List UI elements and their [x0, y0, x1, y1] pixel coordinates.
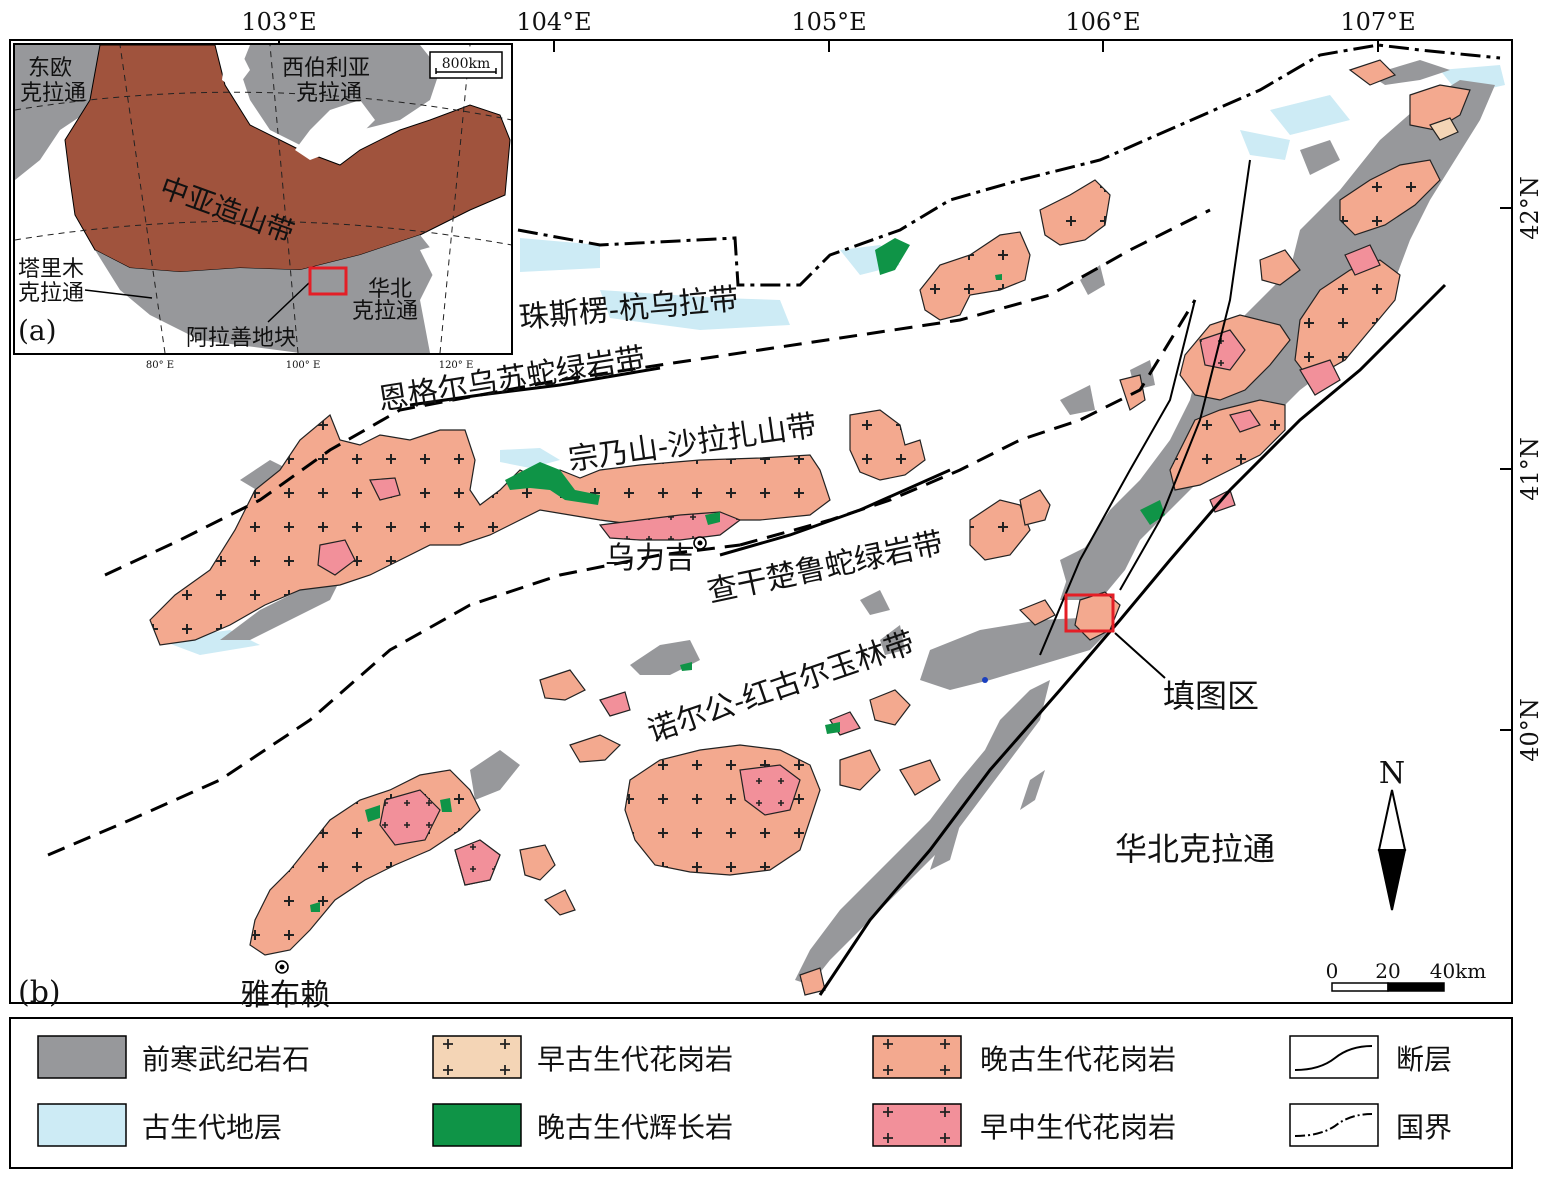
inset-label-siberia-1: 西伯利亚 — [282, 56, 370, 81]
legend-swatch-fault — [1289, 1035, 1379, 1079]
legend-swatch-late-paleozoic-gabbro — [432, 1103, 522, 1147]
lon-tick-106: 106°E — [1065, 8, 1140, 36]
legend-label-early-paleozoic-granite: 早古生代花岗岩 — [537, 1043, 733, 1076]
legend-swatch-border — [1289, 1103, 1379, 1147]
legend-swatch-early-mesozoic-granite — [872, 1103, 962, 1147]
place-label-mapping-area: 填图区 — [1163, 677, 1259, 715]
place-label-yabulai: 雅布赖 — [240, 978, 330, 1013]
lon-tick-107: 107°E — [1340, 8, 1415, 36]
lon-tick-105: 105°E — [791, 8, 866, 36]
scale-bar-40: 40km — [1430, 959, 1487, 983]
inset-siberia — [240, 45, 440, 145]
place-label-north-china-craton: 华北克拉通 — [1115, 830, 1275, 868]
scale-bar-0: 0 — [1326, 959, 1339, 983]
lon-tick-103: 103°E — [241, 8, 316, 36]
mapping-area-box — [1064, 593, 1115, 633]
inset-label-east-europe-1: 东欧 — [28, 56, 72, 81]
legend-swatch-precambrian — [37, 1035, 127, 1079]
legend-swatch-paleozoic-strata — [37, 1103, 127, 1147]
lat-tick-41: 41°N — [1516, 437, 1544, 501]
legend: 前寒武纪岩石 古生代地层 早古生代花岗岩 晚古生代辉长岩 晚古生代花岗岩 早中生… — [9, 1017, 1513, 1169]
legend-label-precambrian: 前寒武纪岩石 — [142, 1043, 310, 1076]
town-markers — [275, 536, 707, 974]
lat-tick-42: 42°N — [1516, 176, 1544, 240]
inset-scale-label: 800km — [442, 56, 490, 72]
legend-label-fault: 断层 — [1396, 1043, 1452, 1076]
lat-tick-40: 40°N — [1516, 698, 1544, 762]
inset-label-north-china-1: 华北 — [368, 277, 412, 302]
inset-label-siberia-2: 克拉通 — [296, 81, 362, 106]
paleozoic-strata-units — [160, 65, 1505, 655]
inset-map: 东欧 克拉通 西伯利亚 克拉通 中亚造山带 塔里木 克拉通 华北 克拉通 阿拉善… — [13, 43, 513, 371]
panel-label-b: (b) — [18, 975, 61, 1010]
late-paleozoic-gabbro-units — [310, 238, 1165, 912]
early-mesozoic-granite-units — [317, 244, 1381, 886]
inset-east-europe — [15, 45, 105, 180]
inset-lon-120: 120° E — [439, 360, 474, 371]
inset-label-tarim-2: 克拉通 — [18, 281, 84, 306]
inset-south-cratons — [95, 235, 440, 353]
inset-location-box — [308, 266, 348, 296]
lon-tick-104: 104°E — [516, 8, 591, 36]
legend-label-border: 国界 — [1396, 1111, 1452, 1144]
inset-label-east-europe-2: 克拉通 — [20, 81, 86, 106]
scale-bar-20: 20 — [1375, 959, 1400, 983]
north-arrow-label: N — [1379, 756, 1405, 791]
legend-label-paleozoic-strata: 古生代地层 — [142, 1111, 282, 1144]
place-label-wuliji: 乌力吉 — [605, 541, 695, 576]
inset-label-tarim-1: 塔里木 — [18, 257, 84, 282]
inset-label-north-china-2: 克拉通 — [352, 299, 418, 324]
small-blue-spot — [982, 677, 988, 683]
legend-swatch-early-paleozoic-granite — [432, 1035, 522, 1079]
scale-bar: 0 20 40km — [1326, 959, 1487, 992]
early-paleozoic-granite-units — [1429, 117, 1459, 141]
fault-lines — [47, 159, 1447, 996]
inset-label-alxa: 阿拉善地块 — [186, 326, 296, 351]
legend-swatch-late-paleozoic-granite — [872, 1035, 962, 1079]
legend-label-late-paleozoic-gabbro: 晚古生代辉长岩 — [537, 1111, 733, 1144]
mapping-area-leader — [1114, 632, 1166, 679]
inset-lon-100: 100° E — [286, 360, 321, 371]
inset-lon-80: 80° E — [146, 360, 174, 371]
legend-label-early-mesozoic-granite: 早中生代花岗岩 — [980, 1111, 1176, 1144]
panel-label-a: (a) — [18, 314, 57, 347]
legend-label-late-paleozoic-granite: 晚古生代花岗岩 — [980, 1043, 1176, 1076]
national-border — [517, 43, 1501, 287]
north-arrow: N — [1377, 756, 1407, 911]
